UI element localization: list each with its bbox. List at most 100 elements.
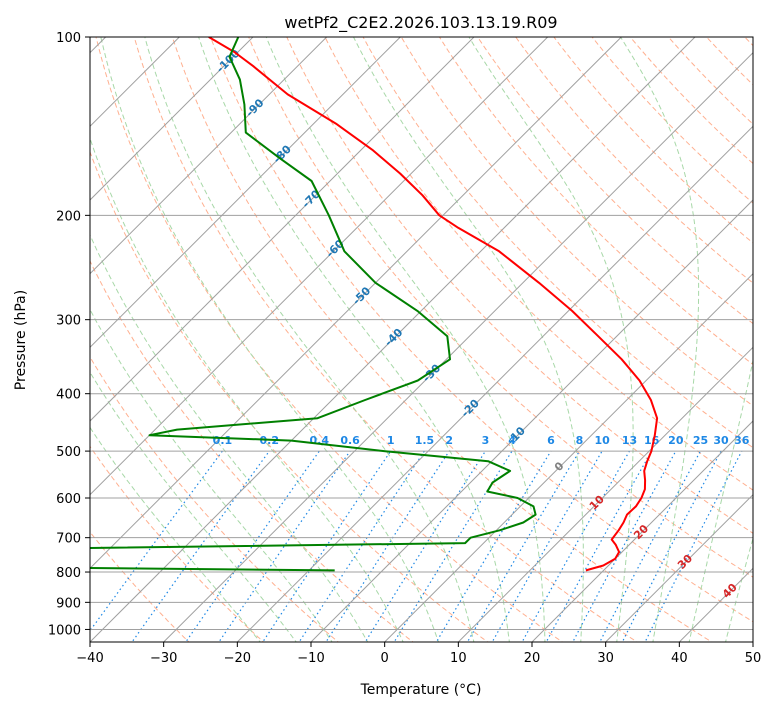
dry-adiabat bbox=[515, 37, 753, 284]
isotherm-label: 0 bbox=[552, 459, 567, 474]
mixing-ratio-line bbox=[393, 450, 513, 642]
isotherm bbox=[457, 346, 753, 642]
dry-adiabat bbox=[705, 37, 753, 86]
mixing-ratio-line bbox=[325, 450, 450, 642]
dry-adiabat bbox=[362, 37, 753, 449]
dry-adiabat bbox=[95, 37, 564, 642]
mixing-ratio-line bbox=[572, 450, 677, 642]
moist-adiabat bbox=[725, 536, 753, 642]
isotherm bbox=[163, 51, 753, 642]
moist-adiabat bbox=[90, 136, 404, 642]
dry-adiabat bbox=[248, 37, 753, 578]
moist-adiabat bbox=[352, 37, 584, 642]
profile-series bbox=[90, 37, 659, 572]
mixing-ratio-label: 6 bbox=[547, 434, 555, 447]
mixing-ratio-line bbox=[466, 450, 580, 642]
dry-adiabat bbox=[90, 531, 190, 642]
mixing-ratio-line bbox=[364, 450, 486, 642]
mixing-ratio-label: 4 bbox=[508, 434, 516, 447]
dry-adiabat bbox=[324, 37, 753, 491]
mixing-ratio-label: 16 bbox=[644, 434, 660, 447]
isotherm bbox=[90, 37, 696, 642]
mixing-ratio-label: 3 bbox=[482, 434, 490, 447]
isotherm-label: 20 bbox=[631, 522, 651, 542]
dry-adiabat bbox=[209, 37, 753, 623]
y-tick-label: 700 bbox=[56, 532, 81, 547]
isotherm bbox=[605, 493, 753, 642]
moist-adiabat bbox=[100, 37, 440, 642]
moist-adiabat bbox=[90, 426, 261, 642]
mixing-ratio-label: 1.5 bbox=[415, 434, 435, 447]
x-tick-label: 20 bbox=[524, 651, 541, 666]
mixing-ratio-line bbox=[90, 450, 223, 632]
isotherm bbox=[90, 37, 254, 201]
x-tick-label: 40 bbox=[671, 651, 688, 666]
isotherm bbox=[90, 37, 549, 496]
moist-adiabat bbox=[198, 37, 510, 642]
y-tick-label: 400 bbox=[56, 388, 81, 403]
y-tick-label: 500 bbox=[56, 445, 81, 460]
isotherm bbox=[90, 37, 401, 349]
dry-adiabat bbox=[286, 37, 753, 534]
moist-adiabat bbox=[90, 371, 297, 642]
moist-adiabat bbox=[468, 37, 634, 642]
y-tick-label: 800 bbox=[56, 566, 81, 581]
mixing-ratio-label: 13 bbox=[622, 434, 637, 447]
moist-adiabat bbox=[688, 358, 753, 642]
x-tick-label: 30 bbox=[597, 651, 614, 666]
moist-adiabat bbox=[265, 37, 546, 642]
y-tick-label: 1000 bbox=[48, 623, 81, 638]
mixing-ratio-line bbox=[644, 450, 743, 642]
y-axis-label: Pressure (hPa) bbox=[13, 290, 29, 390]
mixing-ratio-line bbox=[435, 450, 552, 642]
moist-adiabat bbox=[90, 233, 369, 642]
chart-title: wetPf2_C2E2.2026.103.13.19.R09 bbox=[284, 13, 557, 33]
dry-adiabat bbox=[438, 37, 753, 366]
dry-adiabat bbox=[756, 10, 775, 645]
x-tick-label: −10 bbox=[297, 651, 324, 666]
mixing-ratio-label: 20 bbox=[668, 434, 684, 447]
dry-adiabat bbox=[90, 150, 489, 642]
mixing-ratio-label: 36 bbox=[734, 434, 750, 447]
x-tick-label: −30 bbox=[150, 651, 177, 666]
mixing-ratio-label: 8 bbox=[576, 434, 584, 447]
isotherm bbox=[236, 125, 753, 642]
isotherm bbox=[678, 567, 753, 642]
mixing-ratio-label: 25 bbox=[693, 434, 708, 447]
y-tick-label: 200 bbox=[56, 209, 81, 224]
x-axis-label: Temperature (°C) bbox=[360, 682, 482, 698]
mixing-ratio-label: 10 bbox=[594, 434, 610, 447]
dry-adiabat bbox=[90, 356, 340, 642]
y-tick-label: 600 bbox=[56, 492, 81, 507]
y-tick-label: 900 bbox=[56, 596, 81, 611]
x-tick-label: −20 bbox=[224, 651, 251, 666]
moist-adiabat bbox=[90, 308, 333, 642]
isotherm-label: -90 bbox=[243, 96, 266, 119]
dry-adiabat bbox=[400, 37, 753, 407]
dry-adiabat bbox=[553, 37, 753, 244]
x-tick-label: 0 bbox=[381, 651, 389, 666]
x-axis-ticks: −40 −30 −20 −10 0 10 20 30 40 50 bbox=[76, 642, 761, 666]
isotherm bbox=[752, 641, 753, 642]
isotherm bbox=[90, 37, 475, 422]
mixing-ratio-label: 0.1 bbox=[213, 434, 233, 447]
moist-adiabat bbox=[144, 37, 475, 642]
mixing-ratio-line bbox=[218, 450, 351, 642]
mixing-ratio-label: 2 bbox=[445, 434, 453, 447]
dry-adiabat bbox=[744, 37, 753, 47]
y-axis-ticks: 100 200 300 400 500 600 700 800 900 1000 bbox=[48, 31, 90, 638]
dry-adiabat bbox=[133, 37, 638, 642]
x-tick-label: 10 bbox=[450, 651, 467, 666]
isotherm-label: 10 bbox=[587, 492, 607, 512]
background-lines bbox=[90, 10, 775, 645]
x-tick-label: −40 bbox=[76, 651, 103, 666]
mixing-ratio-label: 1 bbox=[387, 434, 395, 447]
mixing-ratio-line bbox=[621, 450, 722, 642]
dry-adiabat bbox=[171, 37, 713, 642]
temperature-line bbox=[208, 37, 659, 572]
dewpoint-line bbox=[90, 37, 537, 572]
y-tick-label: 300 bbox=[56, 314, 81, 329]
isotherm bbox=[90, 37, 328, 275]
mixing-ratio-label: 30 bbox=[713, 434, 729, 447]
